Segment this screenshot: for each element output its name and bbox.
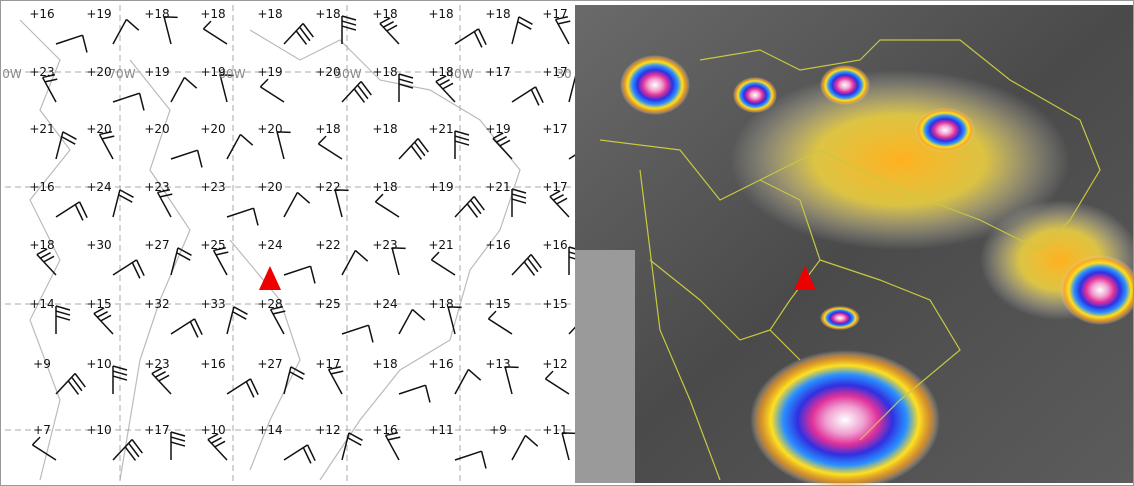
station-value: +16 — [200, 357, 225, 371]
station-value: +17 — [542, 7, 567, 21]
station-value: +16 — [485, 238, 510, 252]
station-value: +20 — [257, 180, 282, 194]
station-value: +11 — [542, 423, 567, 437]
station-value: +22 — [315, 238, 340, 252]
station-value: +10 — [200, 423, 225, 437]
station-value: +23 — [144, 357, 169, 371]
station-value: +22 — [315, 180, 340, 194]
station-value: +21 — [428, 122, 453, 136]
station-value: +18 — [485, 7, 510, 21]
station-value: +25 — [200, 238, 225, 252]
station-value: +12 — [315, 423, 340, 437]
station-value: +14 — [29, 297, 54, 311]
station-value: +23 — [372, 238, 397, 252]
station-value: +21 — [428, 238, 453, 252]
station-value: +16 — [372, 423, 397, 437]
station-value: +20 — [257, 122, 282, 136]
station-value: +18 — [428, 297, 453, 311]
station-value: +16 — [428, 357, 453, 371]
station-value: +10 — [86, 357, 111, 371]
station-value: +18 — [257, 7, 282, 21]
station-value: +17 — [485, 65, 510, 79]
convective-cell — [620, 55, 690, 115]
station-value: +11 — [428, 423, 453, 437]
station-value: +19 — [485, 122, 510, 136]
station-value: +13 — [485, 357, 510, 371]
station-value: +15 — [86, 297, 111, 311]
station-value: +19 — [144, 65, 169, 79]
station-value: +20 — [315, 65, 340, 79]
station-value: +18 — [315, 122, 340, 136]
station-value: +30 — [86, 238, 111, 252]
station-value: +10 — [86, 423, 111, 437]
station-value: +18 — [372, 122, 397, 136]
station-value: +28 — [257, 297, 282, 311]
station-value: +18 — [372, 180, 397, 194]
meridian-label: 0W — [2, 67, 22, 81]
station-value: +16 — [29, 180, 54, 194]
satellite-ocean — [575, 250, 635, 483]
station-value: +17 — [542, 65, 567, 79]
station-value: +20 — [144, 122, 169, 136]
convective-cell — [820, 306, 860, 330]
station-value: +33 — [200, 297, 225, 311]
station-value: +20 — [86, 122, 111, 136]
station-value: +16 — [29, 7, 54, 21]
station-value: +14 — [257, 423, 282, 437]
station-value: +17 — [315, 357, 340, 371]
station-value: +23 — [144, 180, 169, 194]
station-value: +23 — [29, 65, 54, 79]
station-value: +18 — [428, 65, 453, 79]
station-value: +19 — [200, 65, 225, 79]
convective-cell — [733, 77, 777, 113]
station-value: +24 — [372, 297, 397, 311]
station-value: +20 — [86, 65, 111, 79]
station-value: +24 — [86, 180, 111, 194]
station-value: +18 — [144, 7, 169, 21]
station-value: +17 — [542, 122, 567, 136]
station-value: +9 — [489, 423, 507, 437]
station-value: +17 — [542, 180, 567, 194]
station-value: +18 — [372, 65, 397, 79]
station-value: +18 — [372, 357, 397, 371]
station-value: +21 — [485, 180, 510, 194]
station-value: +27 — [257, 357, 282, 371]
station-value: +32 — [144, 297, 169, 311]
wind-map: 0W70W60W50W40W30+16+19+18+18+18+18+18+18… — [2, 5, 600, 483]
satellite-image — [575, 5, 1134, 486]
station-value: +18 — [200, 7, 225, 21]
station-value: +25 — [315, 297, 340, 311]
station-value: +19 — [257, 65, 282, 79]
station-value: +27 — [144, 238, 169, 252]
station-value: +18 — [315, 7, 340, 21]
figure: 0W70W60W50W40W30+16+19+18+18+18+18+18+18… — [0, 0, 1134, 486]
station-value: +19 — [428, 180, 453, 194]
station-value: +23 — [200, 180, 225, 194]
station-value: +18 — [428, 7, 453, 21]
station-value: +15 — [542, 297, 567, 311]
convective-cell — [915, 108, 975, 152]
convective-cell — [820, 65, 870, 105]
station-value: +12 — [542, 357, 567, 371]
station-value: +16 — [542, 238, 567, 252]
meridian-label: 70W — [108, 67, 135, 81]
station-value: +15 — [485, 297, 510, 311]
station-value: +18 — [372, 7, 397, 21]
station-value: +18 — [29, 238, 54, 252]
station-value: +24 — [257, 238, 282, 252]
station-value: +20 — [200, 122, 225, 136]
station-value: +7 — [33, 423, 51, 437]
station-value: +17 — [144, 423, 169, 437]
station-value: +19 — [86, 7, 111, 21]
station-value: +21 — [29, 122, 54, 136]
station-value: +9 — [33, 357, 51, 371]
convective-cell — [750, 350, 940, 486]
